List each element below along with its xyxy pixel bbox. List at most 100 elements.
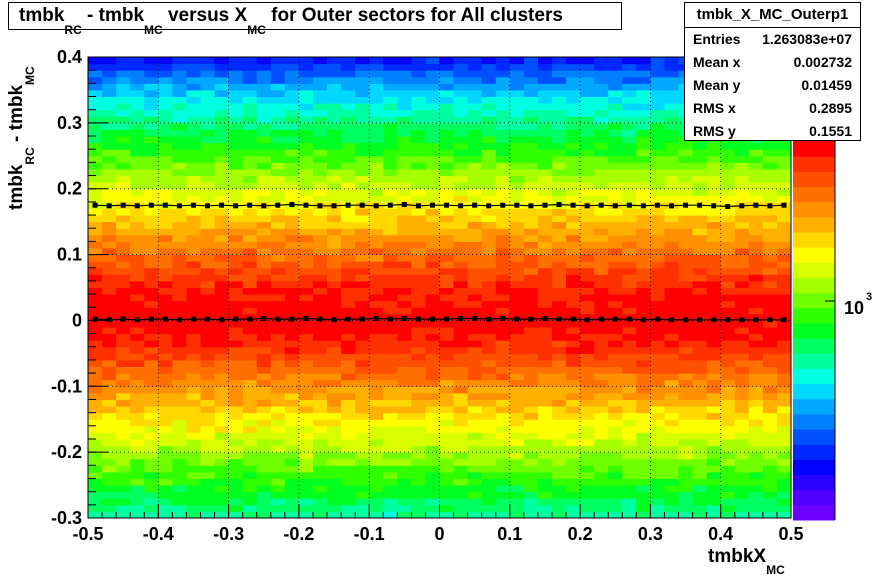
heatmap-cell — [200, 142, 216, 150]
heatmap-cell — [116, 241, 131, 249]
heatmap-cell — [650, 485, 665, 493]
heatmap-cell — [453, 333, 469, 341]
heatmap-cell — [467, 221, 483, 229]
heatmap-cell — [172, 379, 187, 387]
heatmap-cell — [256, 89, 272, 98]
heatmap-cell — [284, 478, 300, 486]
heatmap-cell — [509, 478, 525, 486]
heatmap-cell — [411, 228, 426, 236]
heatmap-cell — [270, 498, 286, 506]
heatmap-cell — [298, 300, 314, 308]
heatmap-cell — [116, 471, 131, 479]
heatmap-cell — [551, 247, 567, 256]
heatmap-cell — [608, 465, 623, 473]
heatmap-cell — [594, 340, 609, 348]
heatmap-cell — [144, 465, 159, 473]
heatmap-cell — [312, 215, 328, 223]
heatmap-cell — [256, 234, 272, 242]
heatmap-cell — [88, 215, 103, 223]
heatmap-cell — [355, 445, 370, 453]
heatmap-cell — [284, 511, 300, 519]
heatmap-cell — [102, 89, 117, 98]
heatmap-cell — [580, 234, 595, 242]
heatmap-cell — [200, 221, 216, 229]
heatmap-cell — [776, 359, 792, 368]
profile-point-mean — [444, 316, 450, 322]
profile-point-mean — [584, 317, 590, 323]
heatmap-cell — [762, 366, 778, 374]
heatmap-cell — [481, 392, 497, 400]
heatmap-cell — [242, 340, 258, 348]
heatmap-cell — [284, 122, 300, 130]
heatmap-cell — [200, 188, 216, 196]
heatmap-cell — [383, 392, 398, 400]
heatmap-cell — [116, 445, 131, 453]
heatmap-cell — [439, 465, 455, 473]
heatmap-cell — [411, 63, 426, 71]
heatmap-cell — [439, 307, 455, 315]
heatmap-cell — [186, 359, 201, 368]
heatmap-cell — [341, 511, 356, 519]
heatmap-cell — [102, 254, 117, 262]
profile-point-mean — [500, 315, 506, 321]
heatmap-cell — [270, 116, 286, 124]
heatmap-cell — [481, 122, 497, 130]
heatmap-cell — [537, 208, 553, 216]
heatmap-cell — [397, 399, 412, 407]
heatmap-cell — [425, 129, 440, 137]
heatmap-cell — [284, 346, 300, 354]
heatmap-cell — [228, 149, 244, 157]
heatmap-cell — [88, 228, 103, 236]
heatmap-cell — [341, 129, 356, 137]
heatmap-cell — [495, 392, 511, 400]
heatmap-cell — [242, 228, 258, 236]
heatmap-cell — [692, 399, 708, 407]
heatmap-cell — [509, 208, 525, 216]
heatmap-cell — [622, 96, 637, 104]
heatmap-cell — [102, 63, 117, 71]
heatmap-cell — [298, 379, 314, 387]
heatmap-cell — [580, 241, 595, 249]
heatmap-cell — [172, 168, 187, 177]
heatmap-cell — [594, 241, 609, 249]
heatmap-cell — [537, 267, 553, 275]
profile-point-rms — [528, 203, 534, 209]
heatmap-cell — [256, 412, 272, 420]
heatmap-cell — [664, 142, 680, 150]
heatmap-cell — [734, 300, 750, 308]
heatmap-cell — [214, 340, 230, 348]
heatmap-cell — [130, 504, 145, 512]
heatmap-cell — [270, 261, 286, 269]
heatmap-cell — [369, 129, 384, 137]
heatmap-cell — [453, 445, 469, 453]
heatmap-cell — [158, 89, 173, 98]
heatmap-cell — [748, 149, 764, 157]
heatmap-cell — [341, 280, 356, 289]
heatmap-cell — [481, 511, 497, 519]
heatmap-cell — [200, 471, 216, 479]
heatmap-cell — [537, 491, 553, 499]
heatmap-cell — [270, 168, 286, 177]
heatmap-cell — [734, 498, 750, 506]
heatmap-cell — [327, 346, 342, 354]
heatmap-cell — [130, 215, 145, 223]
heatmap-cell — [692, 392, 708, 400]
heatmap-cell — [425, 366, 440, 374]
heatmap-cell — [200, 366, 216, 374]
heatmap-cell — [383, 307, 398, 315]
heatmap-cell — [256, 373, 272, 381]
heatmap-cell — [509, 445, 525, 453]
heatmap-cell — [102, 142, 117, 150]
heatmap-cell — [130, 136, 145, 144]
heatmap-cell — [706, 340, 722, 348]
heatmap-cell — [580, 432, 595, 440]
heatmap-cell — [158, 300, 173, 308]
heatmap-cell — [256, 406, 272, 414]
heatmap-cell — [298, 221, 314, 229]
heatmap-cell — [312, 162, 328, 170]
heatmap-cell — [734, 267, 750, 275]
heatmap-cell — [453, 136, 469, 144]
heatmap-cell — [172, 221, 187, 229]
heatmap-cell — [580, 215, 595, 223]
heatmap-cell — [720, 228, 736, 236]
